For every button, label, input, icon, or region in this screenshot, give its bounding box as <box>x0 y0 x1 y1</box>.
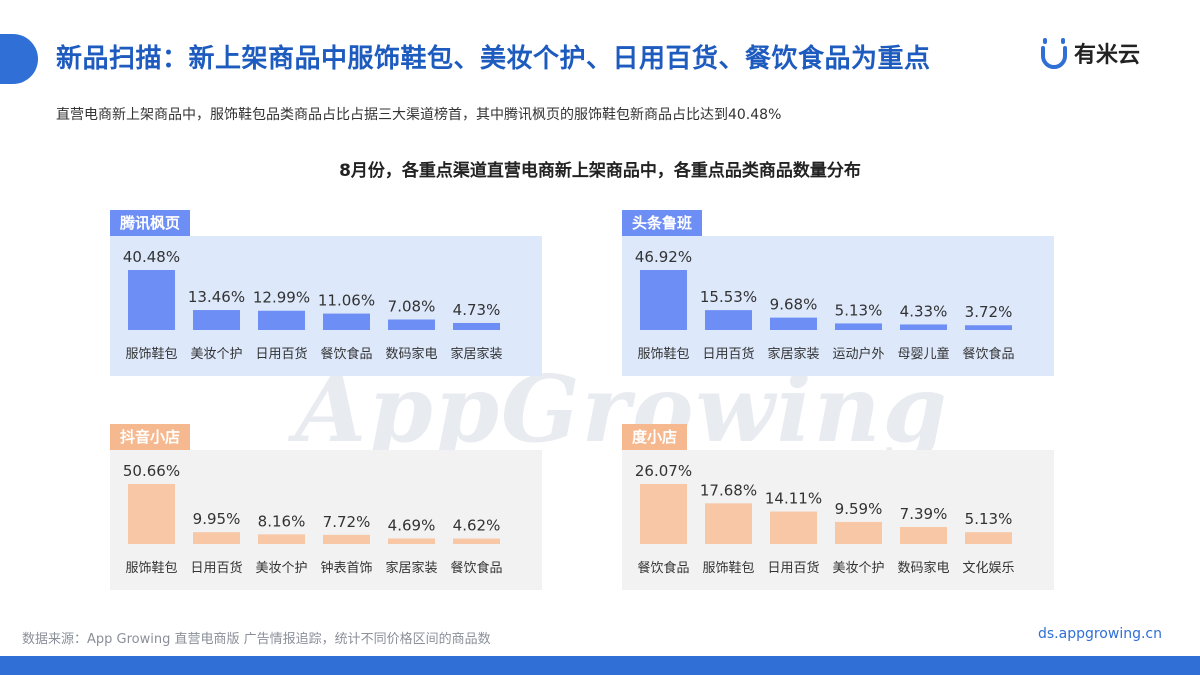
category-label: 数码家电 <box>385 346 437 362</box>
bar-chart-tencent: 40.48% 服饰鞋包 13.46% 美妆个护 12.99% 日用百货 11.06% 餐饮食品… <box>123 248 503 362</box>
category-label: 家居家装 <box>767 346 819 362</box>
category-label: 餐饮食品 <box>962 346 1014 362</box>
data-label: 17.68% <box>700 481 757 499</box>
panel-label: 度小店 <box>622 424 688 450</box>
bar <box>193 532 240 544</box>
category-label: 钟表首饰 <box>320 560 372 576</box>
data-label: 9.95% <box>193 510 241 528</box>
bar-chart-toutiao: 46.92% 服饰鞋包 15.53% 日用百货 9.68% 家居家装 5.13% 运动户外 4.… <box>635 248 1015 362</box>
bar <box>193 310 240 330</box>
panel-toutiao: 头条鲁班 46.92% 服饰鞋包 15.53% 日用百货 9.68% 家居家装 5.13% 运… <box>622 210 1054 376</box>
data-label: 12.99% <box>253 289 310 307</box>
panel-background <box>110 236 542 376</box>
bar-chart-douyin: 50.66% 服饰鞋包 9.95% 日用百货 8.16% 美妆个护 7.72% 钟表首饰 4.6… <box>123 462 503 576</box>
panel-label: 头条鲁班 <box>622 210 703 236</box>
panel-label: 腾讯枫页 <box>110 210 191 236</box>
panel-background <box>622 450 1054 590</box>
data-label: 9.68% <box>770 296 818 314</box>
bar <box>453 538 500 544</box>
data-label: 5.13% <box>835 301 883 319</box>
category-label: 母婴儿童 <box>897 346 949 362</box>
bar <box>640 270 687 330</box>
data-label: 9.59% <box>835 500 883 518</box>
bar <box>900 324 947 330</box>
data-label: 7.72% <box>323 513 371 531</box>
panel-label: 抖音小店 <box>110 424 191 450</box>
category-label: 数码家电 <box>897 560 949 576</box>
category-label: 文化娱乐 <box>962 561 1014 576</box>
bar <box>835 323 882 330</box>
data-label: 4.73% <box>453 301 501 319</box>
panel-duxiaodian: 度小店 26.07% 餐饮食品 17.68% 服饰鞋包 14.11% 日用百货 9.59% 美… <box>622 424 1054 590</box>
bar-chart-duxiaodian: 26.07% 餐饮食品 17.68% 服饰鞋包 14.11% 日用百货 9.59% 美妆个护 7… <box>635 462 1015 576</box>
data-label: 40.48% <box>123 248 180 266</box>
bar <box>128 270 175 330</box>
category-label: 家居家装 <box>450 346 502 362</box>
data-label: 4.69% <box>388 516 436 534</box>
category-label: 餐饮食品 <box>637 560 689 576</box>
chart-title: 8月份，各重点渠道直营电商新上架商品中，各重点品类商品数量分布 <box>339 161 861 181</box>
category-label: 美妆个护 <box>190 347 242 362</box>
category-label: 服饰鞋包 <box>125 346 177 362</box>
youmi-logo-icon <box>1041 38 1067 69</box>
bar <box>965 532 1012 544</box>
bar <box>453 322 500 330</box>
bar <box>640 484 687 544</box>
bar <box>258 310 305 330</box>
category-label: 家居家装 <box>385 560 437 576</box>
bar <box>258 534 305 544</box>
panel-background <box>110 450 542 590</box>
logo-text: 有米云 <box>1074 43 1141 68</box>
data-label: 7.08% <box>388 298 436 316</box>
data-label: 11.06% <box>318 292 375 310</box>
category-label: 日用百货 <box>255 346 307 362</box>
category-label: 服饰鞋包 <box>637 346 689 362</box>
bar <box>323 313 370 330</box>
bar <box>770 317 817 330</box>
category-label: 日用百货 <box>702 346 754 362</box>
data-label: 4.33% <box>900 302 948 320</box>
bar <box>705 503 752 544</box>
data-label: 4.62% <box>453 517 501 535</box>
data-label: 15.53% <box>700 288 757 306</box>
category-label: 服饰鞋包 <box>125 560 177 576</box>
title-accent-pill <box>0 34 38 84</box>
bar <box>128 484 175 544</box>
page-subtitle: 直营电商新上架商品中，服饰鞋包品类商品占比占据三大渠道榜首，其中腾讯枫页的服饰鞋… <box>56 107 782 123</box>
bar <box>388 319 435 330</box>
data-label: 8.16% <box>258 512 306 530</box>
category-label: 餐饮食品 <box>450 560 502 576</box>
category-label: 运动户外 <box>832 346 884 362</box>
bar <box>323 534 370 544</box>
bar <box>770 511 817 544</box>
category-label: 日用百货 <box>190 560 242 576</box>
data-label: 3.72% <box>965 303 1013 321</box>
data-label: 50.66% <box>123 462 180 480</box>
category-label: 服饰鞋包 <box>702 560 754 576</box>
panel-douyin: 抖音小店 50.66% 服饰鞋包 9.95% 日用百货 8.16% 美妆个护 7.72% 钟表… <box>110 424 542 590</box>
category-label: 美妆个护 <box>255 561 307 576</box>
bar <box>900 526 947 544</box>
data-label: 5.13% <box>965 510 1013 528</box>
site-link[interactable]: ds.appgrowing.cn <box>1037 626 1162 642</box>
data-label: 7.39% <box>900 505 948 523</box>
bar <box>705 310 752 330</box>
bar <box>835 521 882 544</box>
data-label: 14.11% <box>765 490 822 508</box>
bar <box>388 538 435 544</box>
brand-logo: 有米云 <box>1040 36 1140 70</box>
bottom-bar <box>0 656 1200 675</box>
data-label: 13.46% <box>188 288 245 306</box>
category-label: 日用百货 <box>767 560 819 576</box>
data-source-note: 数据来源：App Growing 直营电商版 广告情报追踪，统计不同价格区间的商… <box>22 632 491 647</box>
bar <box>965 325 1012 330</box>
category-label: 餐饮食品 <box>320 346 372 362</box>
panel-background <box>622 236 1054 376</box>
data-label: 26.07% <box>635 462 692 480</box>
data-label: 46.92% <box>635 248 692 266</box>
panel-tencent: 腾讯枫页 40.48% 服饰鞋包 13.46% 美妆个护 12.99% 日用百货 11.06… <box>110 210 542 376</box>
category-label: 美妆个护 <box>832 561 884 576</box>
page-title: 新品扫描：新上架商品中服饰鞋包、美妆个护、日用百货、餐饮食品为重点 <box>56 44 931 74</box>
